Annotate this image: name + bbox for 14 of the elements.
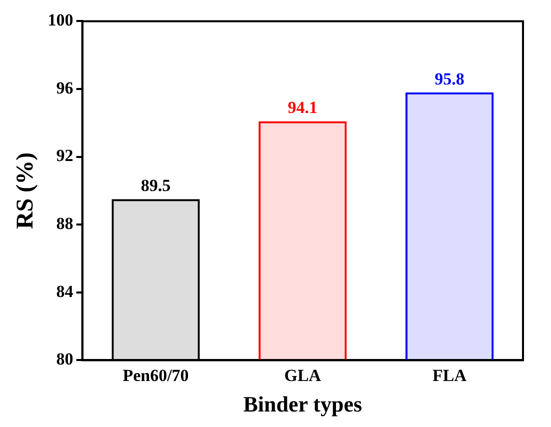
- data-label: 94.1: [288, 98, 318, 118]
- y-tick-label: 80: [56, 350, 74, 369]
- y-axis-title: RS (%): [12, 152, 39, 230]
- y-tick-label: 92: [56, 146, 74, 166]
- y-tick-label: 96: [56, 78, 74, 98]
- y-tick-label: 100: [48, 10, 74, 30]
- y-tick-label: 88: [56, 214, 74, 233]
- x-tick-label: GLA: [284, 366, 322, 385]
- x-tick-label: Pen60/70: [122, 366, 189, 385]
- x-tick-label: FLA: [432, 366, 468, 385]
- data-label: 95.8: [434, 69, 464, 88]
- x-axis-title: Binder types: [243, 391, 362, 416]
- data-label: 89.5: [140, 176, 171, 196]
- y-tick-label: 84: [56, 282, 74, 301]
